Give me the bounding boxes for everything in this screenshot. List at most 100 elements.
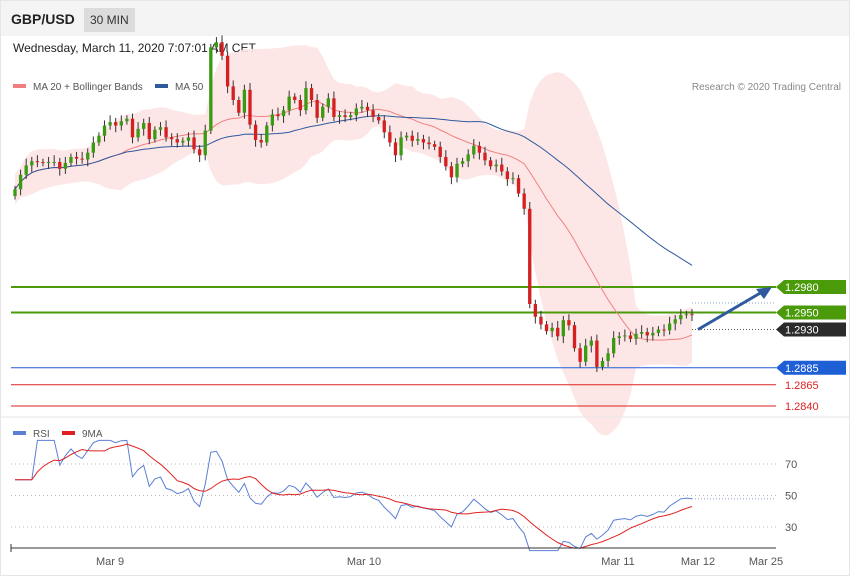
candle-body [220,42,224,56]
candle-body [388,132,392,143]
candlesticks [13,35,694,372]
candle-body [80,158,84,160]
candle-body [488,160,493,167]
ma50-line [14,115,693,266]
candle-body [153,129,157,140]
candle-body [24,165,28,175]
candle-body [567,320,571,326]
candle-body [589,340,593,346]
rsi-tick-label: 50 [785,491,797,503]
ma20-line [14,100,693,341]
x-tick-label: Mar 9 [96,556,124,568]
candle-body [270,114,275,126]
candle-body [46,162,51,164]
resistance-level-tag [776,305,846,320]
candle-body [304,88,308,111]
x-tick-label: Mar 25 [749,556,783,568]
candle-body [623,335,627,337]
candle-body [265,125,269,143]
candle-body [197,149,202,156]
ma20-legend-label: MA 20 + Bollinger Bands [33,82,143,93]
candle-body [337,115,342,117]
candle-body [91,142,95,153]
candle-body [684,314,689,316]
candle-body [114,122,118,126]
support-resistance-levels [11,286,776,407]
candle-body [13,189,17,197]
candle-body [612,338,616,354]
candle-body [617,336,621,338]
candle-body [343,115,347,117]
candle-body [550,327,554,332]
candle-body [662,329,666,331]
candle-body [354,108,358,116]
candle-body [656,329,661,333]
candle-body [18,174,23,190]
rsi-legend-label: RSI [33,429,50,440]
candle-body [74,156,79,159]
last-level-tag [776,322,846,337]
target-arrow [697,287,772,331]
x-tick-label: Mar 10 [347,556,381,568]
candle-body [365,106,370,111]
candle-body [142,122,146,129]
candle-body [298,100,303,111]
candle-body [30,161,34,166]
candle-body [572,325,577,349]
target-arrow-shaft [697,290,763,331]
candle-body [399,137,403,156]
x-axis: Mar 9 Mar 10 Mar 11 Mar 12 Mar 25 [10,544,783,568]
candle-body [432,144,437,147]
candle-body [595,340,599,367]
candle-body [561,320,565,337]
candle-body [404,135,409,138]
candle-body [639,332,644,334]
candle-body [175,139,179,143]
currency-pair-title: GBP/USD [11,11,75,27]
candle-body [421,139,426,143]
candle-body [192,137,196,150]
candle-body [321,106,325,118]
resistance-level-tag [776,280,846,294]
timeframe-button[interactable]: 30 MIN [84,8,135,32]
pivot-level-label: 1.2885 [785,363,819,375]
candle-body [309,88,314,100]
chart-header: GBP/USD 30 MIN [1,1,849,36]
resistance-level-label: 1.2950 [785,308,819,320]
candle-body [203,130,207,156]
copyright-label: Research © 2020 Trading Central [692,82,841,93]
candle-body [449,166,454,178]
candle-body [169,137,174,140]
candle-body [214,42,219,48]
candle-body [97,135,101,143]
candle-body [556,327,560,337]
candle-body [293,96,297,100]
candle-body [377,117,381,121]
candle-body [371,110,375,117]
candle-body [259,139,263,143]
target-arrow-head [756,287,772,299]
bollinger-bands [15,45,692,436]
ma50-legend-swatch [155,84,168,88]
rsi-pane: 70 50 30 [11,439,797,552]
support-level-label: 1.2865 [785,380,819,392]
candle-body [533,304,538,317]
candle-body [158,127,163,130]
candle-body [69,156,73,163]
candle-body [382,120,386,133]
candle-body [584,345,588,362]
candle-body [460,161,465,164]
candle-body [427,142,431,145]
candle-body [231,86,235,100]
candle-body [416,139,420,141]
candle-body [651,332,655,336]
candle-body [539,316,543,325]
rsi-line [15,439,693,552]
candle-body [102,125,107,136]
timestamp: Wednesday, March 11, 2020 7:07:01 AM CET [13,41,256,55]
candle-body [679,315,683,320]
candle-body [186,137,191,141]
bollinger-band-area [15,45,692,436]
candle-body [673,319,677,324]
candle-body [393,142,398,156]
